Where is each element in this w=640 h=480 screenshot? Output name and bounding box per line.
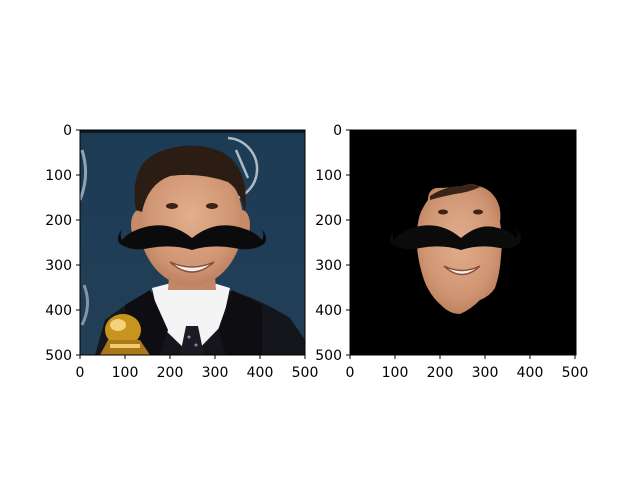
face (139, 158, 243, 286)
tick-label: 400 (315, 303, 342, 319)
mustache (390, 225, 521, 250)
shirt (152, 282, 230, 355)
tick-label: 500 (562, 365, 589, 381)
right-x-ticks: 0 100 200 300 400 500 (346, 355, 589, 381)
tick-label: 500 (45, 348, 72, 364)
left-panel: 0 100 200 300 400 500 0 100 200 300 400 … (45, 123, 318, 381)
tick-label: 400 (45, 303, 72, 319)
tick-label: 0 (63, 123, 72, 139)
tick-label: 100 (382, 365, 409, 381)
tick-label: 300 (202, 365, 229, 381)
tick-label: 300 (315, 258, 342, 274)
tick-label: 200 (427, 365, 454, 381)
right-panel: 0 100 200 300 400 500 0 100 200 300 400 … (315, 123, 588, 381)
right-photo (350, 130, 576, 355)
tick-label: 300 (45, 258, 72, 274)
tick-label: 200 (315, 213, 342, 229)
left-x-ticks: 0 100 200 300 400 500 (76, 355, 319, 381)
tick-label: 500 (292, 365, 319, 381)
left-y-ticks: 0 100 200 300 400 500 (45, 123, 80, 364)
tick-label: 0 (333, 123, 342, 139)
tick-label: 100 (112, 365, 139, 381)
tie (180, 326, 204, 355)
tick-label: 0 (76, 365, 85, 381)
tick-label: 0 (346, 365, 355, 381)
right-axes-frame (349, 129, 577, 356)
tick-label: 400 (517, 365, 544, 381)
tick-label: 400 (247, 365, 274, 381)
hair (134, 145, 246, 212)
tick-label: 100 (45, 168, 72, 184)
mustache (118, 225, 266, 250)
left-photo (80, 130, 305, 355)
trophy (100, 314, 150, 355)
tick-label: 200 (45, 213, 72, 229)
left-axes-frame (79, 129, 306, 356)
tick-label: 200 (157, 365, 184, 381)
right-y-ticks: 0 100 200 300 400 500 (315, 123, 350, 364)
tick-label: 500 (315, 348, 342, 364)
tick-label: 100 (315, 168, 342, 184)
tick-label: 300 (472, 365, 499, 381)
